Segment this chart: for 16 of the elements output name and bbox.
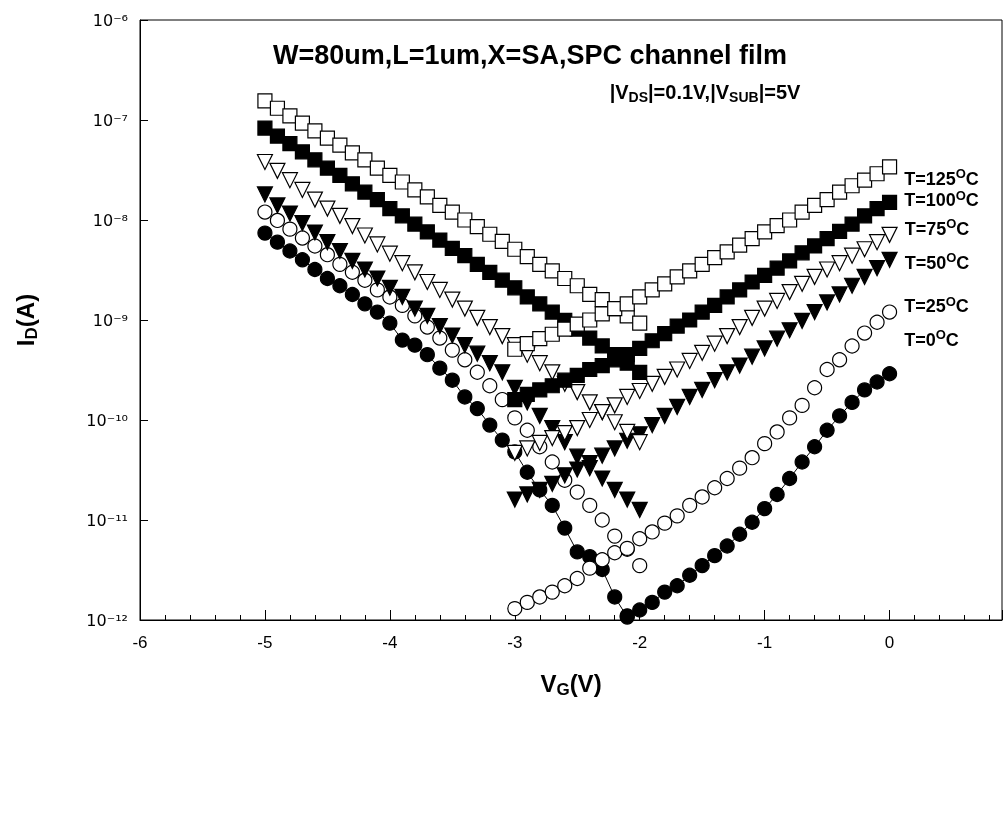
x-tick-label: 0	[884, 633, 895, 652]
y-tick-label: 10⁻⁷	[92, 110, 128, 130]
y-axis-title: ID(A)	[11, 293, 41, 347]
x-tick-label: -4	[382, 633, 398, 652]
y-tick-label: 10⁻¹²	[86, 610, 128, 630]
x-tick-label: -3	[507, 633, 523, 652]
y-tick-label: 10⁻⁶	[92, 10, 128, 30]
y-tick-label: 10⁻⁸	[92, 210, 128, 230]
y-tick-label: 10⁻¹¹	[86, 510, 128, 530]
x-tick-label: -2	[632, 633, 648, 652]
y-tick-label: 10⁻⁹	[92, 310, 128, 330]
x-tick-label: -1	[757, 633, 773, 652]
x-tick-label: -6	[132, 633, 148, 652]
x-tick-label: -5	[257, 633, 273, 652]
y-tick-label: 10⁻¹⁰	[86, 410, 128, 430]
text: W=80um,L=1um,X=SA,SPC channel film	[273, 39, 787, 70]
